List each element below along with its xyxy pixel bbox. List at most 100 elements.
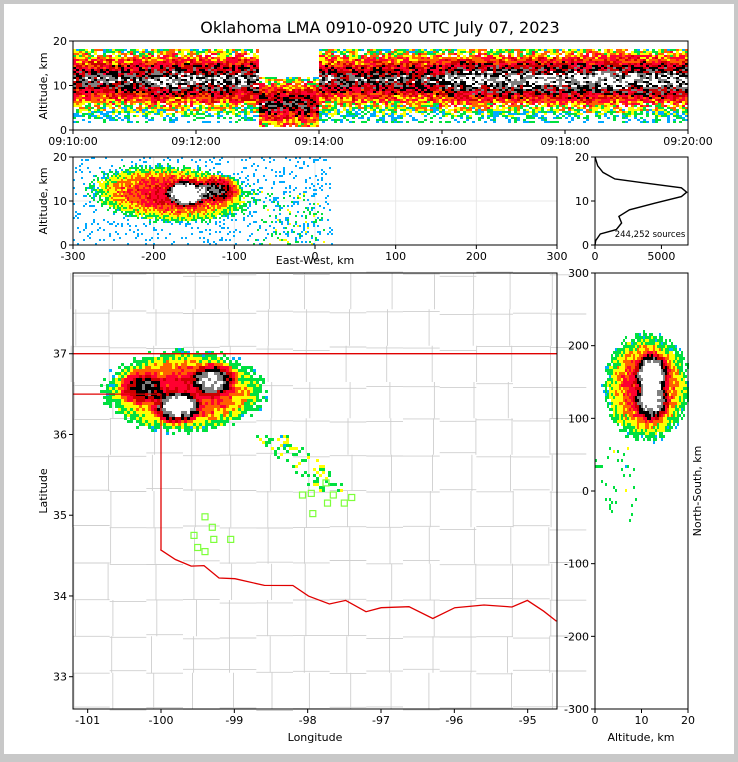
time-height-cells — [73, 71, 688, 105]
plan-view-panel: -101 -100 -99 -98 -97 -96 -95 33 34 35 36 37 Longit… — [37, 271, 587, 744]
time-height-cells — [73, 49, 688, 127]
station-marker — [194, 543, 202, 552]
plan-view-xtick-label: -96 — [445, 714, 463, 727]
altitude-histogram-panel: 0 5000 0 10 20 244,252 sources — [575, 151, 689, 263]
time-height-density — [73, 49, 688, 127]
time-height-cells — [73, 55, 688, 121]
north-south-xtick-label: 20 — [681, 714, 695, 727]
altitude-histogram-axes: 0 5000 0 10 20 — [575, 151, 689, 263]
plan-view-cells — [109, 354, 343, 492]
station-marker — [348, 493, 356, 502]
station-marker — [309, 510, 317, 518]
altitude-histogram-xtick-label: 0 — [592, 250, 599, 263]
north-south-xtick-label: 10 — [635, 714, 649, 727]
north-south-ytick-label: 200 — [568, 340, 589, 353]
altitude-histogram-curve — [594, 156, 688, 246]
east-west-xtick-label: -100 — [222, 250, 247, 263]
lma-stations — [190, 479, 356, 556]
north-south-xtick-label: 0 — [592, 714, 599, 727]
station-marker — [201, 547, 209, 556]
plan-view-density — [100, 348, 343, 492]
plan-view-xtick-label: -95 — [519, 714, 537, 727]
plan-view-xtick-label: -98 — [299, 714, 317, 727]
station-marker — [201, 513, 209, 521]
plan-view-cells — [100, 348, 343, 492]
north-south-ylabel: North-South, km — [691, 446, 704, 537]
time-height-panel: 09:10:00 09:12:00 09:14:00 09:16:00 09:18:00… — [37, 35, 713, 148]
plan-view-cells — [163, 372, 223, 417]
plan-view-ytick-label: 35 — [53, 509, 67, 522]
altitude-histogram-xtick-label: 5000 — [647, 250, 675, 263]
time-height-xtick-label: 09:20:00 — [663, 135, 712, 148]
altitude-histogram-line — [594, 156, 688, 246]
time-height-cells — [73, 65, 688, 111]
north-south-ytick-label: -100 — [564, 558, 589, 571]
north-south-density — [595, 330, 689, 522]
time-height-ytick-label: 20 — [53, 35, 67, 48]
source-count-label: 244,252 sources — [615, 230, 686, 240]
plan-view-xtick-label: -99 — [225, 714, 243, 727]
east-west-xtick-label: -200 — [141, 250, 166, 263]
station-marker — [323, 499, 332, 507]
plan-view-xtick-label: -100 — [149, 714, 174, 727]
time-height-xtick-label: 09:18:00 — [540, 135, 589, 148]
plan-view-xlabel: Longitude — [288, 731, 343, 744]
county-map — [70, 271, 587, 711]
time-height-xtick-label: 09:16:00 — [417, 135, 466, 148]
plan-view-xtick-label: -101 — [75, 714, 100, 727]
east-west-xtick-label: 0 — [312, 250, 319, 263]
east-west-xlabel: East-West, km — [276, 254, 354, 267]
time-height-cells — [73, 49, 688, 127]
time-height-cells — [73, 49, 688, 127]
north-south-cells — [621, 351, 675, 423]
east-west-cells — [85, 163, 325, 245]
east-west-ylabel: Altitude, km — [37, 167, 50, 234]
time-height-ylabel: Altitude, km — [37, 52, 50, 119]
time-height-ytick-label: 10 — [53, 80, 67, 93]
station-marker — [190, 531, 198, 540]
north-south-axes: 0 10 20 -300 -200 -100 0 100 200 300 — [564, 267, 695, 727]
time-height-xtick-label: 09:12:00 — [171, 135, 220, 148]
plan-view-ytick-label: 34 — [53, 590, 67, 603]
altitude-histogram-ytick-label: 0 — [582, 239, 589, 252]
east-west-xtick-label: 100 — [385, 250, 406, 263]
station-marker — [208, 523, 216, 531]
station-marker — [307, 489, 315, 497]
east-west-cells — [165, 181, 229, 207]
east-west-ytick-label: 10 — [53, 195, 67, 208]
east-west-cells — [73, 157, 333, 245]
time-height-xtick-label: 09:10:00 — [48, 135, 97, 148]
time-height-ytick-label: 0 — [60, 124, 67, 137]
north-south-ytick-label: -300 — [564, 703, 589, 716]
time-height-xtick-label: 09:14:00 — [294, 135, 343, 148]
plan-view-xtick-label: -97 — [372, 714, 390, 727]
station-marker — [322, 479, 330, 487]
east-west-ytick-label: 20 — [53, 151, 67, 164]
station-marker — [340, 499, 348, 507]
station-marker — [298, 491, 307, 499]
state-border-line — [73, 353, 557, 622]
east-west-axes: -300 -200 -100 0 100 200 300 0 10 20 — [53, 151, 568, 263]
east-west-xtick-label: 300 — [547, 250, 568, 263]
figure-title: Oklahoma LMA 0910-0920 UTC July 07, 2023 — [200, 18, 559, 37]
time-height-axes: 09:10:00 09:12:00 09:14:00 09:16:00 09:18:00… — [48, 35, 712, 148]
east-west-ytick-label: 0 — [60, 239, 67, 252]
north-south-cells — [631, 354, 669, 420]
east-west-cells — [167, 183, 225, 205]
north-south-ytick-label: 100 — [568, 412, 589, 425]
plan-view-cells — [124, 366, 235, 423]
east-west-panel: -300 -200 -100 0 100 200 300 0 10 20 East-West, k… — [37, 151, 568, 267]
plan-view-ytick-label: 33 — [53, 671, 67, 684]
altitude-histogram-ytick-label: 10 — [575, 195, 589, 208]
north-south-ytick-label: -200 — [564, 630, 589, 643]
plan-view-ytick-label: 37 — [53, 348, 67, 361]
station-marker — [329, 491, 337, 499]
east-west-cells — [171, 183, 209, 203]
east-west-xtick-label: -300 — [61, 250, 86, 263]
oklahoma-border — [73, 353, 557, 622]
east-west-cells — [137, 179, 233, 207]
north-south-cells — [595, 330, 689, 522]
county-lines — [70, 271, 587, 711]
